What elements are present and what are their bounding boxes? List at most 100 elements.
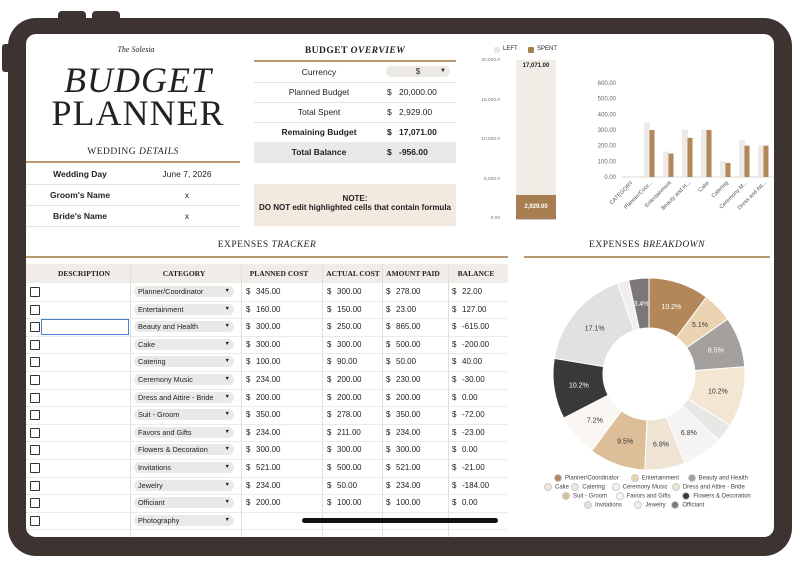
row-checkbox[interactable] xyxy=(30,322,40,333)
category-select[interactable]: Cake ▼ xyxy=(134,338,234,350)
total-spent-value: 2,929.00 xyxy=(399,107,433,117)
description-cell[interactable] xyxy=(41,319,129,336)
category-select[interactable]: Favors and Gifts ▼ xyxy=(134,426,234,438)
description-cell[interactable] xyxy=(41,337,127,351)
paid-cell[interactable]: 23.00 xyxy=(396,304,417,314)
actual-cell[interactable]: 150.00 xyxy=(337,304,362,314)
category-select[interactable]: Catering ▼ xyxy=(134,356,234,368)
actual-cell[interactable]: 211.00 xyxy=(337,427,361,437)
currency-select[interactable]: $ ▼ xyxy=(386,66,450,77)
currency-symbol: $ xyxy=(386,480,391,490)
planned-cell[interactable]: 234.00 xyxy=(256,375,281,384)
category-select[interactable]: Suit - Groom ▼ xyxy=(134,409,234,421)
row-checkbox[interactable] xyxy=(30,392,40,403)
category-select[interactable]: Invitations ▼ xyxy=(134,462,234,473)
horizontal-scrollbar[interactable] xyxy=(302,518,498,523)
donut-legend-item: Ceremony Music xyxy=(611,483,668,491)
planned-cell[interactable]: 300.00 xyxy=(256,322,281,332)
planned-cell[interactable]: 160.00 xyxy=(256,304,281,314)
description-cell[interactable] xyxy=(41,442,127,456)
row-checkbox[interactable] xyxy=(30,304,40,315)
paid-cell[interactable]: 200.00 xyxy=(396,392,421,402)
paid-cell[interactable]: 230.00 xyxy=(396,375,421,384)
category-value: Entertainment xyxy=(138,304,184,314)
description-cell[interactable] xyxy=(41,425,127,439)
legend-swatch xyxy=(687,474,696,482)
actual-cell[interactable]: 278.00 xyxy=(337,410,362,420)
category-select[interactable]: Jewelry ▼ xyxy=(134,479,234,491)
paid-cell[interactable]: 500.00 xyxy=(396,339,421,349)
description-cell[interactable] xyxy=(41,302,127,316)
row-checkbox[interactable] xyxy=(30,375,40,385)
description-cell[interactable] xyxy=(41,478,127,492)
description-cell[interactable] xyxy=(41,354,127,368)
row-checkbox[interactable] xyxy=(30,427,40,438)
planned-cell[interactable]: 521.00 xyxy=(256,463,281,472)
groom-name-value[interactable]: x xyxy=(184,190,190,200)
actual-cell[interactable]: 200.00 xyxy=(337,392,362,402)
row-checkbox[interactable] xyxy=(30,445,40,456)
description-cell[interactable] xyxy=(41,284,127,298)
planned-cell[interactable]: 234.00 xyxy=(256,427,281,437)
planned-cell[interactable]: 345.00 xyxy=(256,287,281,296)
category-select[interactable]: Dress and Attire - Bride ▼ xyxy=(134,391,234,403)
grid-line-2 xyxy=(241,264,242,537)
description-cell[interactable] xyxy=(41,372,127,386)
paid-cell[interactable]: 278.00 xyxy=(396,287,421,296)
description-cell[interactable] xyxy=(41,407,127,421)
actual-cell[interactable]: 300.00 xyxy=(337,287,362,296)
description-cell[interactable] xyxy=(41,390,127,404)
budget-overview-rule xyxy=(254,60,456,62)
category-select[interactable]: Photography ▼ xyxy=(134,514,234,526)
planned-cell[interactable]: 300.00 xyxy=(256,339,281,349)
paid-cell[interactable]: 350.00 xyxy=(396,410,421,420)
category-select[interactable]: Ceremony Music ▼ xyxy=(134,374,234,385)
bar-series-2 xyxy=(687,137,693,177)
actual-cell[interactable]: 200.00 xyxy=(337,375,362,384)
description-cell[interactable] xyxy=(41,495,127,509)
paid-cell[interactable]: 50.00 xyxy=(396,357,417,367)
row-checkbox[interactable] xyxy=(30,357,40,368)
row-checkbox[interactable] xyxy=(30,410,40,421)
actual-cell[interactable]: 50.00 xyxy=(337,480,358,490)
planned-cell[interactable]: 234.00 xyxy=(256,480,281,490)
paid-cell[interactable]: 234.00 xyxy=(396,427,421,437)
col-balance: BALANCE xyxy=(457,269,495,278)
category-select[interactable]: Flowers & Decoration ▼ xyxy=(134,444,234,456)
wedding-day-value[interactable]: June 7, 2026 xyxy=(162,169,212,179)
paid-cell[interactable]: 100.00 xyxy=(396,498,421,508)
actual-cell[interactable]: 100.00 xyxy=(337,498,362,508)
actual-cell[interactable]: 250.00 xyxy=(337,322,362,332)
grid-line-3 xyxy=(322,264,323,537)
paid-cell[interactable]: 300.00 xyxy=(396,445,421,455)
row-checkbox[interactable] xyxy=(30,463,40,473)
category-select[interactable]: Officiant ▼ xyxy=(134,497,234,509)
actual-cell[interactable]: 300.00 xyxy=(337,445,362,455)
planned-cell[interactable]: 350.00 xyxy=(256,410,281,420)
category-select[interactable]: Entertainment ▼ xyxy=(134,303,234,315)
row-checkbox[interactable] xyxy=(30,498,40,509)
bride-name-value[interactable]: x xyxy=(184,211,190,221)
planned-cell[interactable]: 300.00 xyxy=(256,445,281,455)
paid-cell[interactable]: 865.00 xyxy=(396,322,421,332)
row-checkbox[interactable] xyxy=(30,339,40,350)
description-cell[interactable] xyxy=(41,513,127,527)
planned-cell[interactable]: 200.00 xyxy=(256,392,281,402)
category-select[interactable]: Planner/Coordinator ▼ xyxy=(134,286,234,297)
actual-cell[interactable]: 300.00 xyxy=(337,339,362,349)
actual-cell[interactable]: 500.00 xyxy=(337,463,362,472)
planned-cell[interactable]: 200.00 xyxy=(256,498,281,508)
paid-cell[interactable]: 521.00 xyxy=(396,463,421,472)
row-checkbox[interactable] xyxy=(30,287,40,297)
description-cell[interactable] xyxy=(41,460,127,474)
planned-budget-value[interactable]: 20,000.00 xyxy=(399,87,437,97)
table-row: Dress and Attire - Bride ▼ $200.00 $200.00 $… xyxy=(26,389,508,408)
spent-bar-label: 2,929.00 xyxy=(524,204,548,210)
planned-cell[interactable]: 100.00 xyxy=(256,357,281,367)
category-select[interactable]: Beauty and Health ▼ xyxy=(134,321,234,333)
actual-cell[interactable]: 90.00 xyxy=(337,357,358,367)
paid-cell[interactable]: 234.00 xyxy=(396,480,421,490)
row-checkbox[interactable] xyxy=(30,480,40,491)
balance-cell: 22.00 xyxy=(462,287,483,296)
row-checkbox[interactable] xyxy=(30,515,40,526)
